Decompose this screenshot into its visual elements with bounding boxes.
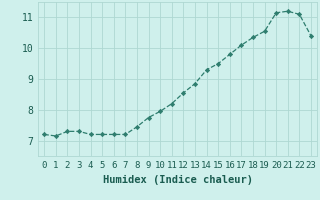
X-axis label: Humidex (Indice chaleur): Humidex (Indice chaleur): [103, 175, 252, 185]
